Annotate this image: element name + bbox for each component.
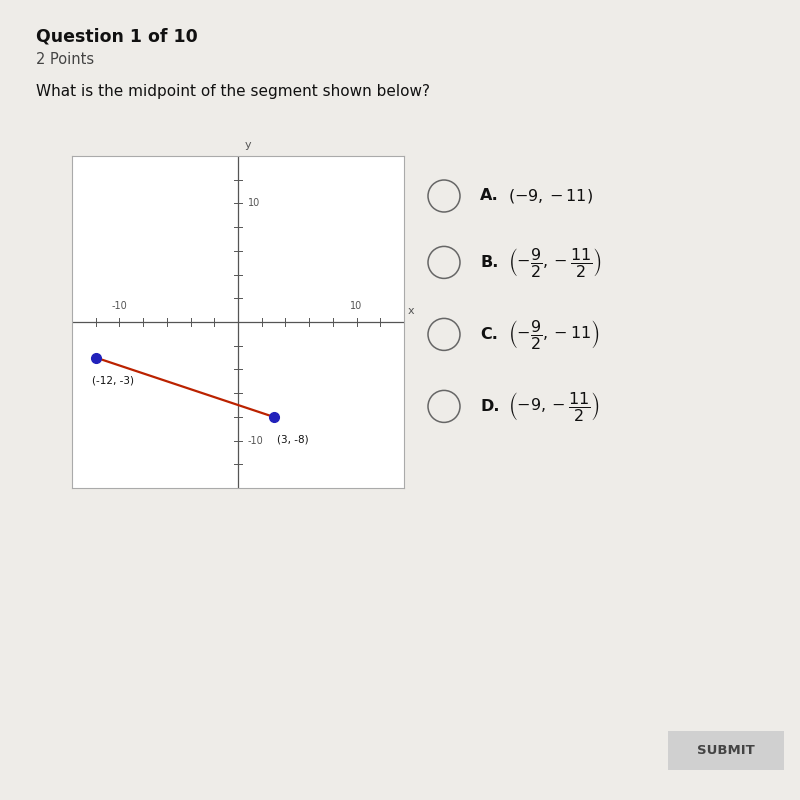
Text: (-12, -3): (-12, -3) [92, 375, 134, 386]
Text: $(-9, -11)$: $(-9, -11)$ [508, 187, 593, 205]
Text: y: y [244, 140, 250, 150]
Text: x: x [408, 306, 414, 316]
Text: What is the midpoint of the segment shown below?: What is the midpoint of the segment show… [36, 84, 430, 99]
Text: 10: 10 [247, 198, 260, 209]
Text: B.: B. [480, 255, 498, 270]
Text: -10: -10 [111, 302, 127, 311]
Text: Question 1 of 10: Question 1 of 10 [36, 28, 198, 46]
Text: 2 Points: 2 Points [36, 52, 94, 67]
Text: A.: A. [480, 189, 498, 203]
Text: C.: C. [480, 327, 498, 342]
Text: $\left(-\dfrac{9}{2}, -\dfrac{11}{2}\right)$: $\left(-\dfrac{9}{2}, -\dfrac{11}{2}\rig… [508, 246, 602, 279]
Text: SUBMIT: SUBMIT [697, 744, 755, 757]
Text: $\left(-\dfrac{9}{2}, -11\right)$: $\left(-\dfrac{9}{2}, -11\right)$ [508, 318, 600, 351]
Text: -10: -10 [247, 435, 263, 446]
Text: 10: 10 [350, 302, 362, 311]
Text: $\left(-9, -\dfrac{11}{2}\right)$: $\left(-9, -\dfrac{11}{2}\right)$ [508, 390, 600, 423]
Text: (3, -8): (3, -8) [277, 434, 309, 445]
Text: D.: D. [480, 399, 499, 414]
